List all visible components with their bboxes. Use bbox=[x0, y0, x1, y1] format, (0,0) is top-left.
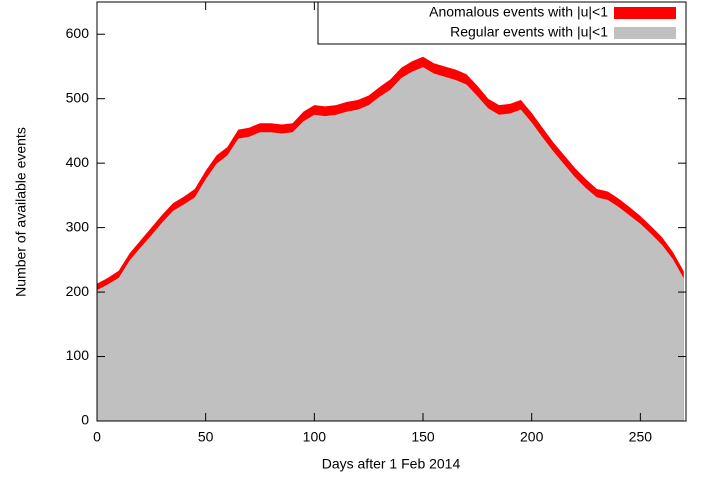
y-tick-label: 600 bbox=[66, 25, 90, 41]
y-tick-label: 400 bbox=[66, 154, 90, 170]
x-tick-label: 50 bbox=[198, 429, 214, 445]
y-tick-label: 0 bbox=[81, 412, 89, 428]
y-tick-label: 100 bbox=[66, 347, 90, 363]
x-tick-label: 100 bbox=[303, 429, 327, 445]
area bbox=[97, 67, 684, 422]
x-tick-label: 150 bbox=[411, 429, 435, 445]
legend-swatch bbox=[614, 7, 676, 19]
x-tick-label: 0 bbox=[93, 429, 101, 445]
legend-label: Regular events with |u|<1 bbox=[450, 24, 608, 40]
legend-swatch bbox=[614, 27, 676, 39]
legend: Anomalous events with |u|<1 Regular event… bbox=[317, 1, 687, 45]
y-axis-label: Number of available events bbox=[13, 127, 29, 297]
y-tick-label: 300 bbox=[66, 218, 90, 234]
x-tick-label: 200 bbox=[520, 429, 544, 445]
y-tick-label: 500 bbox=[66, 89, 90, 105]
x-axis-label: Days after 1 Feb 2014 bbox=[322, 456, 461, 472]
legend-label: Anomalous events with |u|<1 bbox=[429, 4, 608, 20]
x-tick-label: 250 bbox=[629, 429, 653, 445]
y-tick-label: 200 bbox=[66, 283, 90, 299]
